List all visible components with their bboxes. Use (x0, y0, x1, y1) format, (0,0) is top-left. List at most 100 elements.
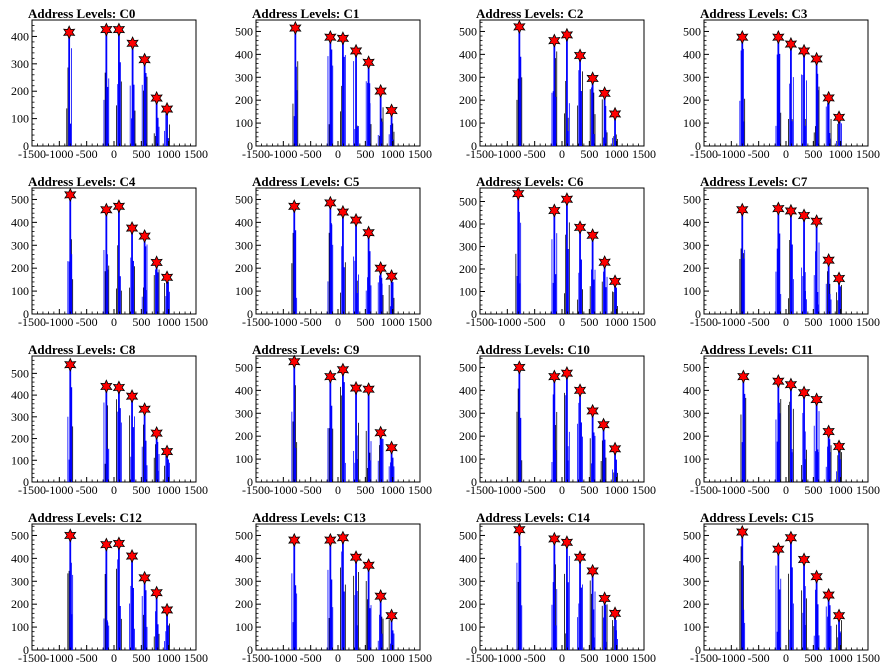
peak-marker-star (139, 572, 150, 584)
x-tick-label: 500 (356, 147, 374, 161)
x-tick-label: 0 (335, 147, 341, 161)
peak-marker-star (101, 380, 112, 392)
y-tick-label: 500 (683, 528, 701, 542)
y-tick-label: 500 (11, 528, 29, 542)
peak-marker-star (289, 200, 300, 212)
x-tick-label: 500 (804, 651, 822, 665)
x-tick-label: 1000 (381, 147, 405, 161)
peak-marker-star (562, 193, 573, 205)
chart-panel: Address Levels: C14 -1500 -1000 -500 0 500 100… (448, 504, 672, 672)
peak-marker-star (151, 427, 162, 439)
y-tick-label: 300 (235, 238, 253, 252)
x-tick-label: 1500 (632, 147, 656, 161)
x-tick-label: -1000 (717, 315, 745, 329)
peak-marker-star (823, 254, 834, 266)
peak-marker-star (127, 550, 138, 562)
peak-marker-star (139, 54, 150, 66)
peak-marker-star (811, 215, 822, 227)
peak-marker-star (513, 187, 524, 199)
plot-frame (704, 524, 868, 650)
x-tick-label: -500 (748, 147, 770, 161)
plot-frame (480, 188, 644, 314)
peak-marker-star (114, 23, 125, 35)
y-tick-label: 400 (11, 551, 29, 565)
y-tick-label: 200 (459, 262, 477, 276)
peak-marker-star (289, 356, 300, 368)
peak-marker-star (575, 221, 586, 233)
histogram-plot: -1500 -1000 -500 0 500 1000 15000100200300400 (0, 0, 224, 168)
x-tick-label: 1500 (184, 483, 208, 497)
x-tick-label: -1000 (269, 315, 297, 329)
peak-marker-star (139, 230, 150, 242)
y-tick-label: 400 (683, 215, 701, 229)
y-tick-label: 500 (11, 192, 29, 206)
x-tick-label: 500 (132, 651, 150, 665)
x-tick-label: 0 (559, 147, 565, 161)
x-tick-label: 0 (335, 651, 341, 665)
y-tick-label: 500 (459, 24, 477, 38)
y-tick-label: 100 (683, 452, 701, 466)
y-tick-label: 200 (11, 84, 29, 98)
y-tick-label: 0 (471, 139, 477, 153)
y-tick-label: 100 (235, 116, 253, 130)
plot-frame (256, 20, 420, 146)
peak-marker-star (65, 529, 76, 541)
peak-marker-star (289, 534, 300, 546)
x-tick-label: 1000 (381, 651, 405, 665)
x-tick-label: -1000 (717, 651, 745, 665)
y-tick-label: 400 (459, 383, 477, 397)
x-tick-label: 1000 (605, 651, 629, 665)
histogram-plot: -1500 -1000 -500 0 500 1000 1500 0 100 200 300 400 5… (448, 504, 672, 672)
x-tick-label: 1000 (157, 147, 181, 161)
peak-marker-star (127, 222, 138, 234)
chart-panel: Address Levels: C5 -1500 -1000 -500 0 500 1000… (224, 168, 448, 336)
y-tick-label: 300 (683, 574, 701, 588)
peak-marker-star (834, 609, 845, 621)
histogram-plot: -1500 -1000 -500 0 500 1000 1500 0 100 200 300 400 5… (224, 0, 448, 168)
y-tick-label: 300 (235, 406, 253, 420)
chart-panel: Address Levels: C1 -1500 -1000 -500 0 500 1000… (224, 0, 448, 168)
x-tick-label: 500 (356, 651, 374, 665)
peak-marker-star (575, 384, 586, 396)
y-tick-label: 200 (235, 261, 253, 275)
y-tick-label: 200 (235, 93, 253, 107)
y-tick-label: 200 (235, 429, 253, 443)
peak-marker-star (562, 29, 573, 41)
y-tick-label: 0 (247, 475, 253, 489)
y-tick-label: 400 (683, 47, 701, 61)
chart-panel: Address Levels: C6 -1500 -1000 -500 0 500 1000… (448, 168, 672, 336)
peak-marker-star (786, 38, 797, 50)
x-tick-label: 500 (580, 315, 598, 329)
peak-marker-star (139, 403, 150, 415)
y-tick-label: 500 (11, 366, 29, 380)
x-tick-label: -1000 (717, 147, 745, 161)
x-tick-label: 500 (580, 483, 598, 497)
peak-marker-star (610, 108, 621, 120)
x-tick-label: -500 (76, 315, 98, 329)
y-tick-label: 100 (683, 284, 701, 298)
x-tick-label: 1000 (829, 147, 853, 161)
peak-marker-star (363, 559, 374, 571)
histogram-plot: -1500 -1000 -500 0 500 1000 1500 0 100 200 300 400 5… (448, 336, 672, 504)
peak-marker-star (587, 405, 598, 417)
x-tick-label: 0 (111, 651, 117, 665)
x-tick-label: -1000 (493, 315, 521, 329)
y-tick-label: 500 (459, 528, 477, 542)
peak-marker-star (823, 92, 834, 104)
chart-panel: Address Levels: C11 -1500 -1000 -500 0 500 100… (672, 336, 896, 504)
peak-marker-star (162, 445, 173, 457)
peak-marker-star (610, 607, 621, 619)
x-tick-label: -1000 (493, 483, 521, 497)
x-tick-label: 1500 (408, 483, 432, 497)
y-tick-label: 100 (235, 452, 253, 466)
x-tick-label: 1500 (856, 651, 880, 665)
peak-marker-star (773, 202, 784, 214)
x-tick-label: 1000 (829, 651, 853, 665)
y-tick-label: 200 (459, 429, 477, 443)
peak-marker-star (351, 214, 362, 226)
peak-marker-star (114, 537, 125, 549)
x-tick-label: -500 (76, 483, 98, 497)
y-tick-label: 100 (11, 112, 29, 126)
x-tick-label: 1500 (632, 483, 656, 497)
peak-marker-star (338, 206, 349, 218)
